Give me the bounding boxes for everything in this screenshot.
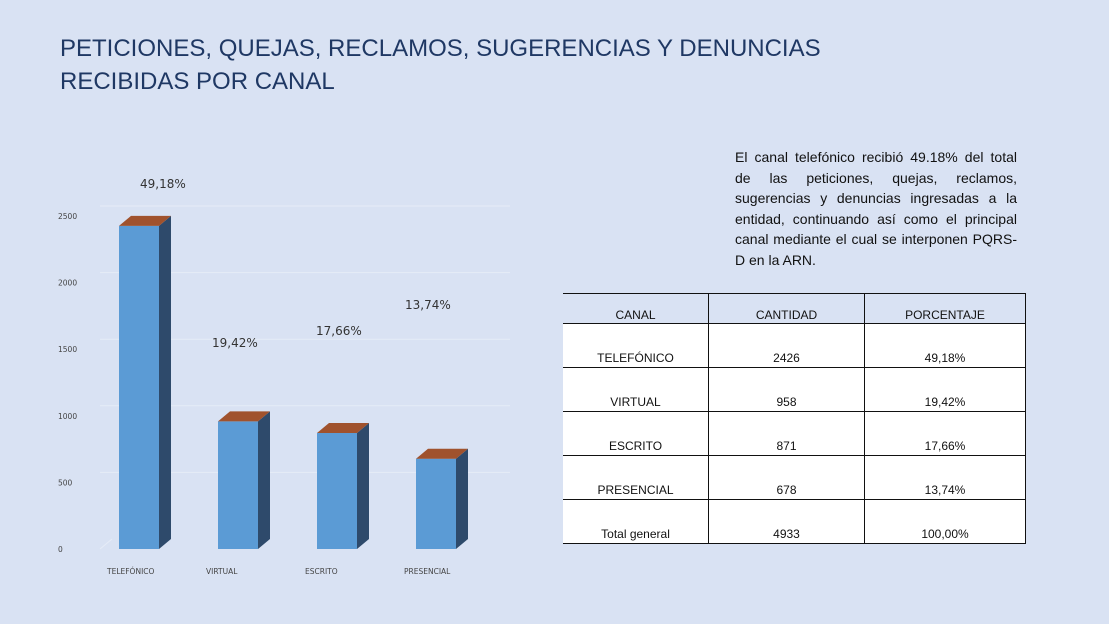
bar-top [218, 411, 270, 422]
title-line-1: PETICIONES, QUEJAS, RECLAMOS, SUGERENCIA… [60, 35, 821, 62]
cell-canal: VIRTUAL [563, 367, 709, 412]
x-tick-label: ESCRITO [305, 567, 338, 576]
data-label: 19,42% [212, 336, 258, 350]
cell-porcentaje: 19,42% [864, 367, 1026, 412]
header-porcentaje: PORCENTAJE [864, 293, 1026, 324]
cell-cantidad: 871 [708, 411, 865, 456]
y-tick-label: 1500 [58, 345, 77, 354]
title-line-2: RECIBIDAS POR CANAL [60, 68, 335, 95]
y-tick-label: 0 [58, 545, 63, 554]
y-tick-label: 2000 [58, 279, 77, 288]
table-row: PRESENCIAL 678 13,74% [563, 455, 1026, 500]
table-row: VIRTUAL 958 19,42% [563, 367, 1026, 412]
x-tick-label: TELEFÓNICO [106, 567, 155, 576]
cell-cantidad: 678 [708, 455, 865, 500]
bar-top [317, 422, 369, 433]
cell-canal: ESCRITO [563, 411, 709, 456]
header-canal: CANAL [563, 293, 709, 324]
bar-virtual [218, 421, 258, 549]
axis-floor [99, 538, 113, 550]
table-row-total: Total general 4933 100,00% [563, 499, 1026, 544]
cell-canal: Total general [563, 499, 709, 544]
table-header-row: CANAL CANTIDAD PORCENTAJE [563, 293, 1026, 324]
cell-canal: PRESENCIAL [563, 455, 709, 500]
cell-cantidad: 2426 [708, 323, 865, 368]
bar-top [119, 215, 171, 226]
bar-side [357, 422, 369, 549]
x-tick-label: PRESENCIAL [404, 567, 451, 576]
cell-cantidad: 4933 [708, 499, 865, 544]
cell-porcentaje: 100,00% [864, 499, 1026, 544]
bar-telefónico [119, 225, 159, 549]
y-tick-label: 1000 [58, 412, 77, 421]
header-cantidad: CANTIDAD [708, 293, 865, 324]
y-tick-label: 500 [58, 478, 73, 487]
data-label: 13,74% [405, 298, 451, 312]
cell-porcentaje: 13,74% [864, 455, 1026, 500]
data-label: 17,66% [316, 324, 362, 338]
bar-chart: 0 500 1000 1500 2000 2500 TELEFÓNICO VIRTUAL ESC… [58, 177, 510, 576]
bar-side [456, 448, 468, 549]
data-label: 49,18% [140, 177, 186, 191]
table-row: TELEFÓNICO 2426 49,18% [563, 323, 1026, 368]
data-table: CANAL CANTIDAD PORCENTAJE TELEFÓNICO 242… [563, 293, 1026, 544]
cell-porcentaje: 49,18% [864, 323, 1026, 368]
bar-escrito [317, 432, 357, 549]
bar-side [258, 411, 270, 549]
cell-porcentaje: 17,66% [864, 411, 1026, 456]
slide-title: PETICIONES, QUEJAS, RECLAMOS, SUGERENCIA… [60, 32, 960, 98]
x-tick-label: VIRTUAL [206, 567, 238, 576]
bar-presencial [416, 458, 456, 549]
bar-top [416, 448, 468, 459]
table-row: ESCRITO 871 17,66% [563, 411, 1026, 456]
cell-canal: TELEFÓNICO [563, 323, 709, 368]
cell-cantidad: 958 [708, 367, 865, 412]
bar-side [159, 215, 171, 549]
description-text: El canal telefónico recibió 49.18% del t… [735, 149, 1017, 268]
y-tick-label: 2500 [58, 212, 77, 221]
